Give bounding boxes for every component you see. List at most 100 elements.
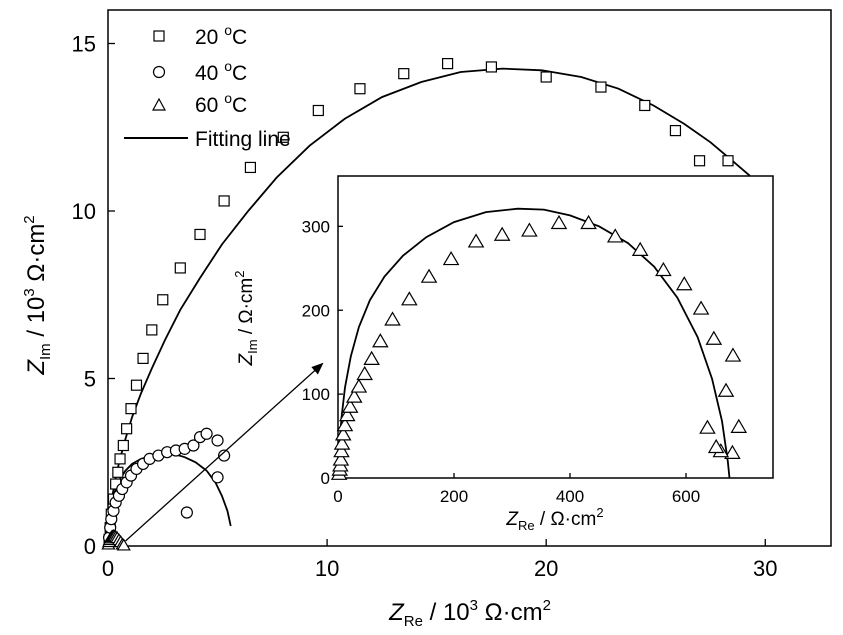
y-tick-label: 300 <box>302 217 330 236</box>
triangle-point <box>420 268 438 283</box>
y-tick-label: 0 <box>321 469 330 488</box>
triangle-point <box>336 417 354 432</box>
triangle-point <box>724 444 741 459</box>
inset-y-axis: 0 100 200 300 <box>302 217 343 488</box>
y-tick-label: 200 <box>302 301 330 320</box>
x-tick-label: 600 <box>672 487 700 506</box>
triangle-point <box>692 300 710 315</box>
triangle-point <box>724 347 742 362</box>
circle-point <box>218 449 231 462</box>
circle-point <box>211 434 224 447</box>
circle-point <box>180 506 193 519</box>
triangle-point <box>333 435 351 450</box>
square-point <box>117 439 129 452</box>
triangle-point <box>705 330 723 345</box>
triangle-point <box>334 426 352 441</box>
legend-label-fitting-line: Fitting line <box>195 128 291 151</box>
triangle-point <box>384 311 401 326</box>
x-tick-label: 400 <box>556 487 584 506</box>
triangle-point <box>699 419 716 434</box>
x-tick-label: 0 <box>333 487 342 506</box>
triangle-point <box>493 226 511 241</box>
legend-marker-square <box>153 30 165 42</box>
triangle-point <box>730 418 748 433</box>
triangle-point <box>580 214 597 230</box>
triangle-point <box>442 250 460 266</box>
triangle-point <box>401 291 418 306</box>
triangle-point <box>467 233 485 248</box>
x-tick-label: 200 <box>440 487 468 506</box>
main-plot-area <box>107 9 832 547</box>
square-point <box>114 453 126 465</box>
square-point <box>112 466 124 478</box>
inset-x-axis-label: ZRe / Ω·cm2 <box>505 505 603 533</box>
square-point <box>218 195 230 207</box>
x-tick-label: 20 <box>534 556 558 581</box>
legend-label-40c: 40 oC <box>195 58 247 85</box>
legend-marker-circle <box>152 65 166 79</box>
fit-line-60 <box>337 207 731 479</box>
square-point <box>669 124 682 137</box>
legend: 20 oC 40 oC 60 oC Fitting line <box>124 22 291 151</box>
triangle-point <box>631 241 649 256</box>
square-point <box>639 99 651 112</box>
y-tick-label: 15 <box>72 31 96 56</box>
legend-label-20c: 20 oC <box>195 22 247 49</box>
triangle-point <box>372 333 389 348</box>
triangle-point <box>338 406 356 422</box>
triangle-point <box>116 538 131 551</box>
triangle-point <box>655 261 672 277</box>
square-point <box>146 324 158 336</box>
inset-x-axis: 0 200 400 600 <box>333 473 700 506</box>
square-point <box>130 379 143 391</box>
triangle-point <box>333 443 350 458</box>
main-y-axis: 0 5 10 15 <box>72 31 115 559</box>
square-point <box>194 228 206 241</box>
triangle-point <box>363 350 380 365</box>
square-point <box>693 155 706 167</box>
inset-data-points <box>330 214 748 480</box>
triangle-point <box>350 378 368 393</box>
square-point <box>174 262 186 274</box>
triangle-point <box>675 276 693 291</box>
main-data-points <box>101 57 734 551</box>
x-tick-label: 30 <box>753 556 777 581</box>
y-tick-label: 5 <box>84 366 96 391</box>
inset-y-axis-label: ZIm / Ω·cm2 <box>232 271 260 367</box>
circle-point <box>211 471 224 484</box>
square-point <box>277 131 289 143</box>
fit-line-40 <box>107 453 232 547</box>
circle-point <box>187 439 200 452</box>
x-tick-label: 0 <box>102 556 114 581</box>
square-point <box>722 155 734 167</box>
square-point <box>244 161 257 174</box>
triangle-point <box>707 438 725 454</box>
triangle-point <box>345 388 363 403</box>
triangle-point <box>332 451 350 466</box>
y-tick-label: 100 <box>302 385 330 404</box>
square-point <box>354 83 366 95</box>
triangle-point <box>606 228 624 243</box>
square-point <box>441 57 454 70</box>
zoom-arrow <box>125 362 324 542</box>
triangle-point <box>550 214 568 230</box>
square-point <box>540 71 552 83</box>
square-point <box>312 104 324 117</box>
square-point <box>595 81 607 93</box>
y-tick-label: 0 <box>84 534 96 559</box>
square-point <box>137 352 149 364</box>
triangle-point <box>717 382 735 397</box>
y-tick-label: 10 <box>72 199 96 224</box>
legend-label-60c: 60 oC <box>195 90 247 117</box>
square-point <box>121 423 133 435</box>
square-point <box>485 61 498 73</box>
triangle-point <box>341 398 359 413</box>
main-x-axis: 0 10 20 30 <box>102 539 778 581</box>
x-tick-label: 10 <box>315 556 339 581</box>
triangle-point <box>356 365 373 381</box>
main-y-axis-label: ZIm / 103 Ω·cm2 <box>21 215 54 375</box>
circle-point <box>200 427 213 440</box>
inset-fit-lines <box>337 207 731 479</box>
legend-marker-triangle <box>151 97 167 111</box>
